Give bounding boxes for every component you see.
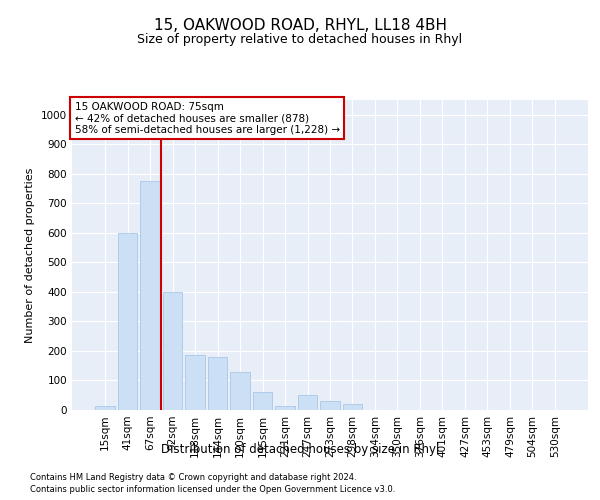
Bar [208,357,227,410]
Bar [118,233,137,410]
Text: 15 OAKWOOD ROAD: 75sqm
← 42% of detached houses are smaller (878)
58% of semi-de: 15 OAKWOOD ROAD: 75sqm ← 42% of detached… [74,102,340,134]
Text: Contains public sector information licensed under the Open Government Licence v3: Contains public sector information licen… [30,485,395,494]
Bar [320,401,340,410]
Text: 15, OAKWOOD ROAD, RHYL, LL18 4BH: 15, OAKWOOD ROAD, RHYL, LL18 4BH [154,18,446,32]
Bar [298,395,317,410]
Text: Size of property relative to detached houses in Rhyl: Size of property relative to detached ho… [137,32,463,46]
Bar [230,372,250,410]
Bar [275,406,295,410]
Y-axis label: Number of detached properties: Number of detached properties [25,168,35,342]
Bar [185,356,205,410]
Text: Distribution of detached houses by size in Rhyl: Distribution of detached houses by size … [161,442,439,456]
Bar [343,404,362,410]
Bar [95,406,115,410]
Bar [253,392,272,410]
Text: Contains HM Land Registry data © Crown copyright and database right 2024.: Contains HM Land Registry data © Crown c… [30,472,356,482]
Bar [140,181,160,410]
Bar [163,292,182,410]
